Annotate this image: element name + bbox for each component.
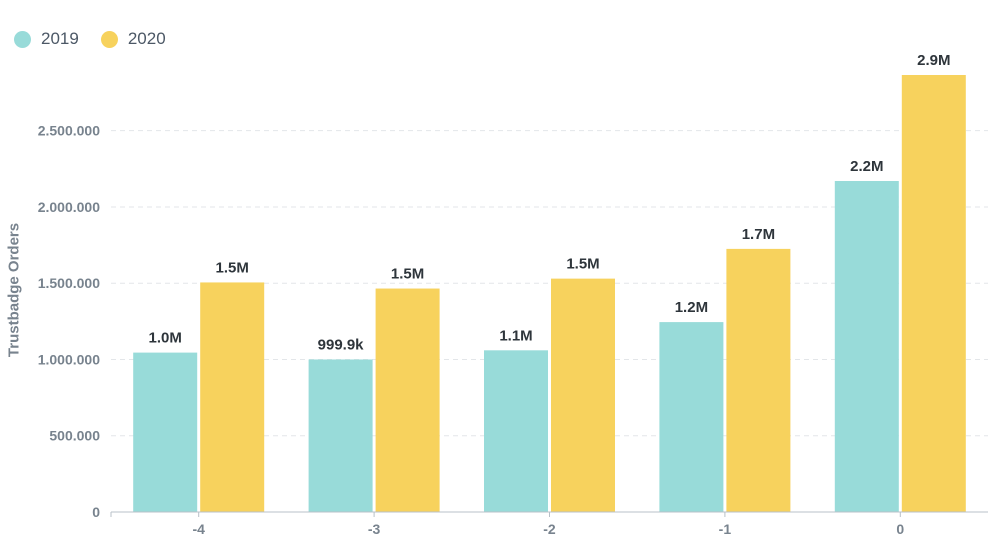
data-label-2019--2: 1.1M: [499, 327, 532, 344]
y-tick-label: 1.500.000: [38, 275, 100, 291]
x-tick-label: -4: [192, 521, 205, 537]
y-tick-label: 0: [92, 504, 100, 520]
data-label-2020--4: 1.5M: [216, 259, 249, 276]
x-tick-label: -3: [368, 521, 381, 537]
bar-2019--4[interactable]: [133, 352, 198, 512]
bar-2019--1[interactable]: [659, 322, 724, 512]
data-label-2019--3: 999.9k: [318, 336, 365, 353]
data-label-2020--3: 1.5M: [391, 266, 424, 283]
data-label-2019--1: 1.2M: [675, 299, 708, 316]
y-tick-label: 1.000.000: [38, 351, 100, 367]
y-tick-label: 500.000: [49, 428, 100, 444]
bar-2020--3[interactable]: [375, 288, 440, 512]
legend-swatch-2020: [100, 30, 118, 48]
data-label-2019--4: 1.0M: [149, 330, 182, 347]
legend-label-2019: 2019: [41, 29, 79, 48]
data-label-2019-0: 2.2M: [850, 158, 883, 175]
data-label-2020-0: 2.9M: [917, 52, 950, 69]
bars: [133, 75, 966, 512]
chart-legend: 2019 2020: [14, 29, 166, 49]
bar-2019--2[interactable]: [484, 350, 548, 512]
bar-2019--3[interactable]: [308, 359, 373, 512]
x-tick-label: -2: [543, 521, 556, 537]
bar-2019-0[interactable]: [834, 181, 899, 512]
bar-2020--2[interactable]: [551, 278, 615, 512]
data-label-2020--2: 1.5M: [566, 256, 599, 273]
legend-item-2019[interactable]: 2019: [14, 29, 79, 49]
y-tick-label: 2.500.000: [38, 123, 100, 139]
bar-2020-0[interactable]: [901, 75, 966, 512]
x-axis: -4 -3 -2 -1 0: [110, 511, 988, 537]
y-tick-label: 2.000.000: [38, 199, 100, 215]
legend-swatch-2019: [14, 30, 31, 48]
data-label-2020--1: 1.7M: [742, 226, 775, 243]
data-labels: 1.0M 1.5M 999.9k 1.5M 1.1M 1.5M 1.2M 1.7M 2.2M 2.…: [149, 52, 951, 353]
bar-2020--4[interactable]: [200, 282, 265, 512]
y-axis-ticks: 0 500.000 1.000.000 1.500.000 2.000.000 2.500…: [38, 123, 101, 520]
legend-label-2020: 2020: [127, 29, 166, 48]
bar-2020--1[interactable]: [726, 248, 791, 512]
legend-item-2020[interactable]: 2020: [100, 29, 166, 49]
x-tick-label: -1: [719, 521, 732, 537]
x-tick-label: 0: [896, 521, 904, 537]
